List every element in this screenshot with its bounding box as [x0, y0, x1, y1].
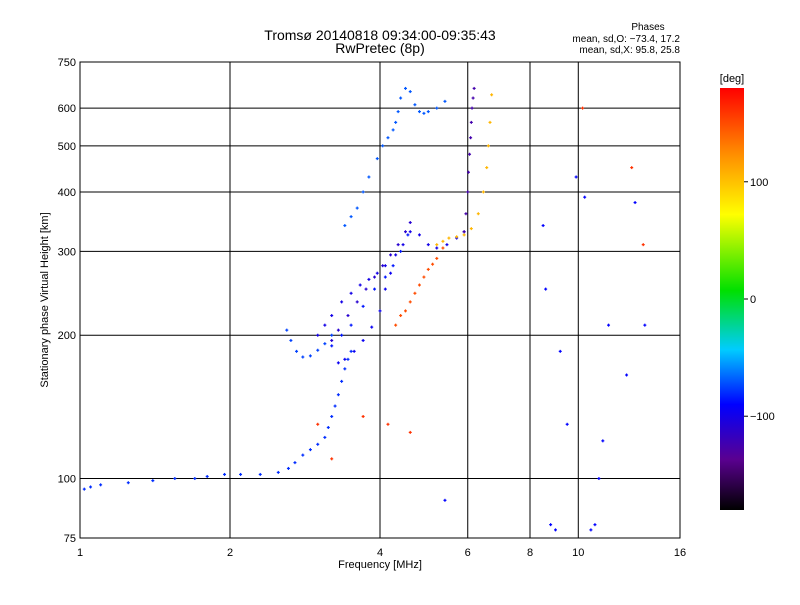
colorbar-label: [deg] [720, 73, 744, 85]
chart-title: Tromsø 20140818 09:34:00-09:35:43 [264, 27, 496, 43]
colorbar-tick-label: 0 [750, 294, 756, 306]
phase-x-line: mean, sd,X: 95.8, 25.8 [579, 45, 680, 56]
chart-subtitle: RwPretec (8p) [335, 40, 424, 56]
y-axis-label: Stationary phase Virtual Height [km] [39, 212, 51, 387]
y-tick-labels: 75 100 200 300 400 500 600 750 [58, 57, 76, 545]
y-tick-label: 300 [58, 246, 76, 258]
phase-o-line: mean, sd,O: −73.4, 17.2 [572, 34, 680, 45]
x-tick-label: 6 [465, 547, 471, 559]
y-tick-label: 400 [58, 187, 76, 199]
x-tick-label: 10 [572, 547, 584, 559]
colorbar [720, 88, 744, 510]
y-tick-label: 600 [58, 103, 76, 115]
x-axis-label: Frequency [MHz] [338, 559, 422, 571]
y-tick-label: 200 [58, 330, 76, 342]
y-tick-label: 75 [64, 533, 76, 545]
phase-heading: Phases [631, 22, 664, 33]
y-tick-label: 500 [58, 141, 76, 153]
x-tick-label: 2 [227, 547, 233, 559]
colorbar-tick-label: 100 [750, 177, 768, 189]
x-tick-label: 16 [674, 547, 686, 559]
x-tick-label: 4 [377, 547, 383, 559]
x-tick-label: 8 [527, 547, 533, 559]
data-points [82, 86, 647, 532]
y-tick-label: 100 [58, 474, 76, 486]
grid-lines [80, 62, 680, 538]
x-tick-label: 1 [77, 547, 83, 559]
y-tick-label: 750 [58, 57, 76, 69]
colorbar-tick-label: −100 [750, 411, 775, 423]
colorbar-ticks: −100 0 100 [744, 177, 775, 423]
x-tick-labels: 1 2 4 6 8 10 16 [77, 547, 686, 559]
